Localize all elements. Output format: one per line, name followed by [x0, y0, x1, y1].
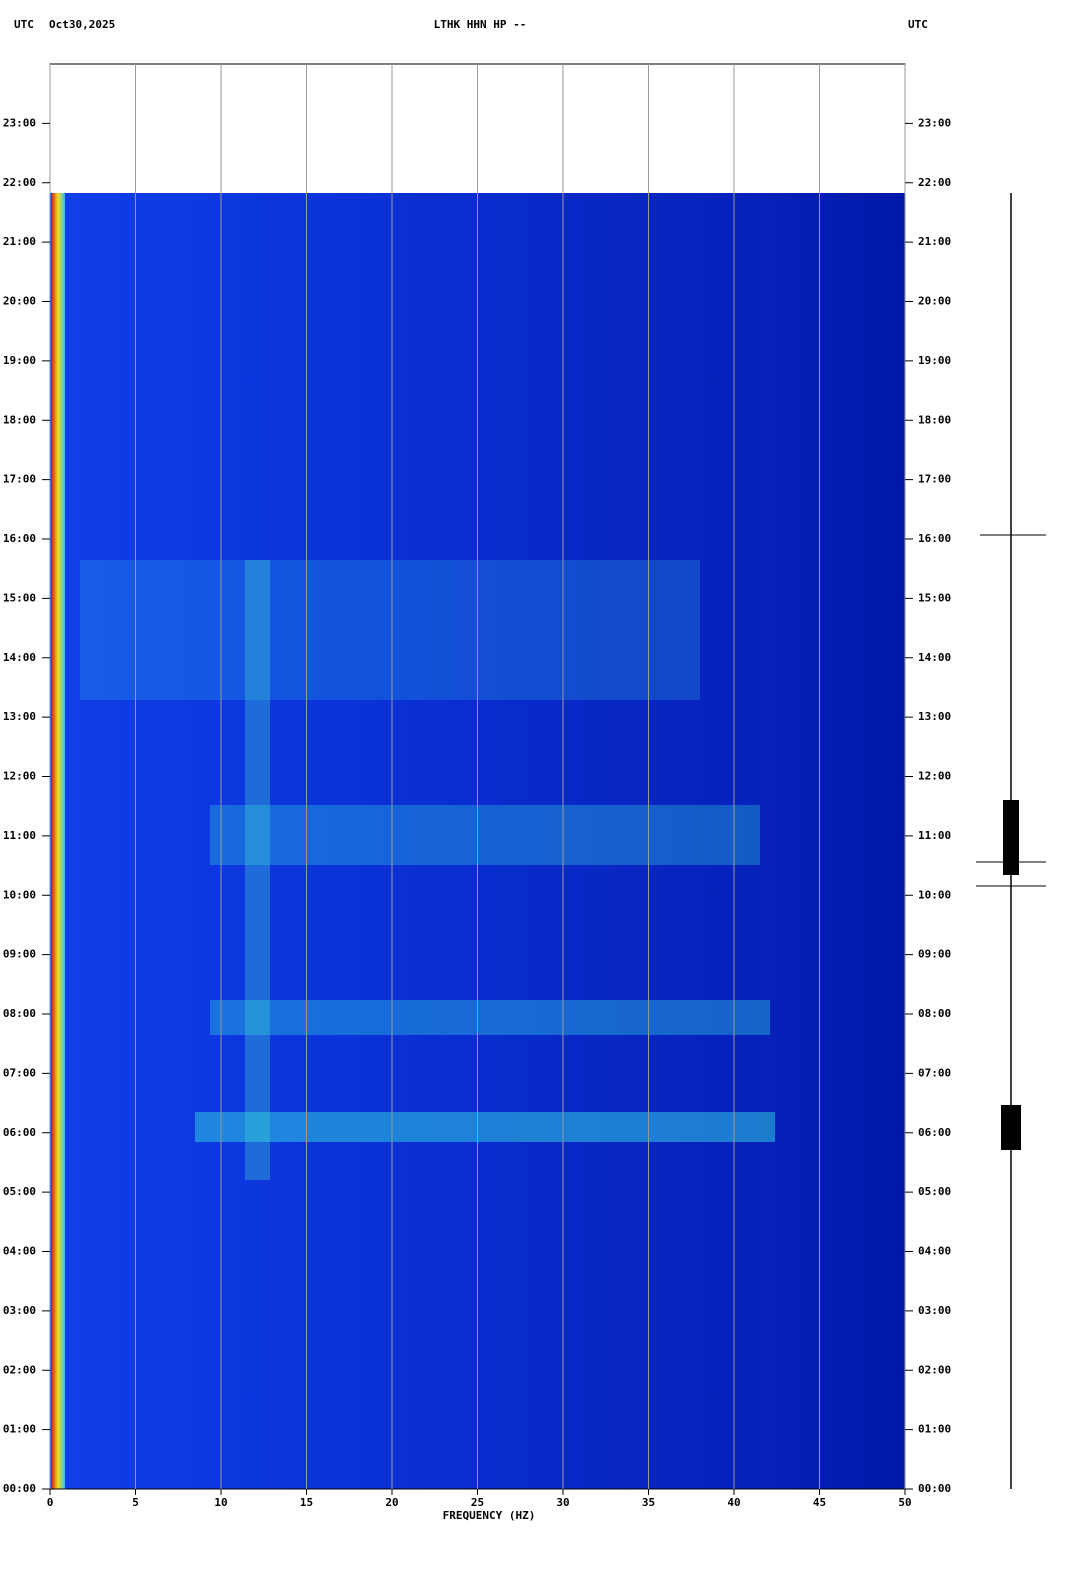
- timezone-right: UTC: [908, 18, 928, 31]
- activity-band: [80, 560, 700, 700]
- y-tick-label: 08:00: [3, 1007, 36, 1020]
- y-tick-label: 06:00: [3, 1126, 36, 1139]
- y-tick-label: 00:00: [3, 1482, 36, 1495]
- x-tick-label: 15: [300, 1496, 313, 1509]
- y-tick-label: 13:00: [3, 710, 36, 723]
- y-tick-label: 13:00: [918, 710, 951, 723]
- y-tick-label: 03:00: [3, 1304, 36, 1317]
- x-tick-label: 0: [47, 1496, 54, 1509]
- activity-band: [210, 805, 760, 865]
- y-tick-label: 19:00: [918, 354, 951, 367]
- y-tick-label: 04:00: [3, 1245, 36, 1258]
- trace-burst: [1003, 800, 1019, 875]
- y-tick-label: 12:00: [3, 770, 36, 783]
- y-tick-label: 22:00: [3, 176, 36, 189]
- y-tick-label: 15:00: [918, 591, 951, 604]
- y-tick-label: 17:00: [918, 473, 951, 486]
- y-tick-label: 15:00: [3, 591, 36, 604]
- x-tick-label: 5: [132, 1496, 139, 1509]
- chart-title: LTHK HHN HP --: [434, 18, 527, 31]
- y-tick-label: 11:00: [3, 829, 36, 842]
- y-tick-label: 06:00: [918, 1126, 951, 1139]
- x-tick-label: 35: [642, 1496, 655, 1509]
- y-tick-label: 05:00: [918, 1185, 951, 1198]
- y-tick-label: 20:00: [3, 295, 36, 308]
- y-tick-label: 09:00: [3, 948, 36, 961]
- y-tick-label: 05:00: [3, 1185, 36, 1198]
- y-tick-label: 10:00: [3, 888, 36, 901]
- trace-burst: [1001, 1105, 1021, 1150]
- y-tick-label: 02:00: [918, 1363, 951, 1376]
- y-tick-label: 18:00: [3, 413, 36, 426]
- low-frequency-band: [51, 193, 65, 1489]
- y-tick-label: 22:00: [918, 176, 951, 189]
- y-tick-label: 21:00: [3, 235, 36, 248]
- y-tick-label: 01:00: [918, 1423, 951, 1436]
- timezone-left: UTC: [14, 18, 34, 31]
- activity-band: [245, 560, 270, 1180]
- x-tick-label: 30: [556, 1496, 569, 1509]
- y-tick-label: 07:00: [918, 1066, 951, 1079]
- y-tick-label: 14:00: [918, 651, 951, 664]
- y-tick-label: 04:00: [918, 1245, 951, 1258]
- x-tick-label: 25: [471, 1496, 484, 1509]
- y-tick-label: 10:00: [918, 888, 951, 901]
- y-tick-label: 16:00: [3, 532, 36, 545]
- x-tick-label: 45: [813, 1496, 826, 1509]
- y-tick-label: 03:00: [918, 1304, 951, 1317]
- seismogram: [976, 193, 1046, 1489]
- activity-band: [210, 1000, 770, 1035]
- y-tick-label: 08:00: [918, 1007, 951, 1020]
- date: Oct30,2025: [49, 18, 115, 31]
- y-tick-label: 23:00: [3, 116, 36, 129]
- x-tick-label: 10: [214, 1496, 227, 1509]
- y-tick-label: 19:00: [3, 354, 36, 367]
- y-tick-label: 20:00: [918, 295, 951, 308]
- x-axis-label: FREQUENCY (HZ): [443, 1509, 536, 1522]
- y-tick-label: 09:00: [918, 948, 951, 961]
- y-tick-label: 07:00: [3, 1066, 36, 1079]
- y-tick-label: 11:00: [918, 829, 951, 842]
- x-tick-label: 50: [898, 1496, 911, 1509]
- y-tick-label: 23:00: [918, 116, 951, 129]
- y-tick-label: 14:00: [3, 651, 36, 664]
- y-tick-label: 01:00: [3, 1423, 36, 1436]
- activity-band: [195, 1112, 775, 1142]
- y-tick-label: 00:00: [918, 1482, 951, 1495]
- y-tick-label: 21:00: [918, 235, 951, 248]
- y-tick-label: 12:00: [918, 770, 951, 783]
- x-tick-label: 40: [727, 1496, 740, 1509]
- y-tick-label: 18:00: [918, 413, 951, 426]
- y-tick-label: 02:00: [3, 1363, 36, 1376]
- x-tick-label: 20: [385, 1496, 398, 1509]
- y-tick-label: 16:00: [918, 532, 951, 545]
- y-tick-label: 17:00: [3, 473, 36, 486]
